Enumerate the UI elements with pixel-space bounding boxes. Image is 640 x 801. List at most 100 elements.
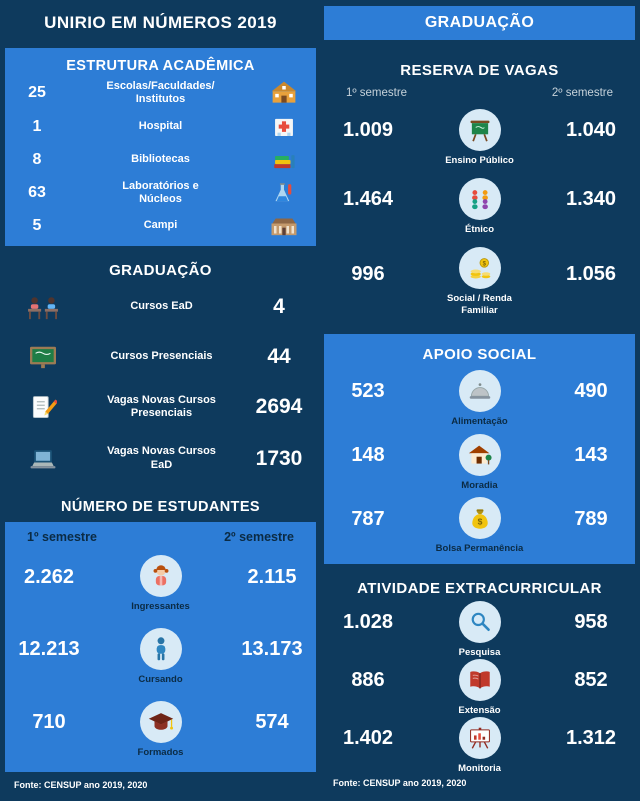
stat-value: 1730 (255, 446, 303, 470)
section-apoio-social: APOIO SOCIAL 523 Alimentação 490 148 (324, 334, 635, 564)
stat-label: Formados (137, 746, 184, 758)
semester-1-value: 1.464 (342, 188, 394, 211)
reserva-rows: 1.009 Ensino Público 1.040 1.464 Étnico (324, 99, 635, 328)
section-estrutura-academica: ESTRUTURA ACADÊMICA 25 Escolas/Faculdade… (5, 48, 316, 246)
stat-value: 63 (28, 183, 46, 201)
page-title: UNIRIO EM NÚMEROS 2019 (44, 13, 277, 32)
semester-2-value: 490 (574, 380, 608, 403)
left-column: UNIRIO EM NÚMEROS 2019 ESTRUTURA ACADÊMI… (5, 6, 316, 795)
graduation-cap-icon (148, 711, 174, 733)
student-icon (149, 563, 173, 589)
stat-row: 148 Moradia 143 (324, 433, 635, 492)
stat-label: Laboratórios e Núcleos (122, 179, 199, 205)
stat-row: 63 Laboratórios e Núcleos (11, 180, 310, 206)
house-icon (468, 443, 492, 467)
semester-1-label: 1º semestre (27, 530, 97, 544)
lab-flasks-icon (271, 180, 297, 206)
stat-value: 4 (273, 294, 285, 318)
stat-label: Alimentação (451, 415, 508, 427)
laptop-icon (27, 446, 59, 472)
semester-2-value: 1.340 (565, 188, 617, 211)
semester-1-value: 1.402 (342, 727, 394, 750)
public-school-board-icon (468, 118, 492, 142)
apoio-rows: 523 Alimentação 490 148 Moradia (324, 363, 635, 564)
stat-label: Extensão (458, 704, 501, 716)
semester-2-label: 2º semestre (551, 87, 613, 99)
presentation-board-icon (468, 726, 492, 750)
stat-row: 1.464 Étnico 1.340 (324, 177, 635, 236)
stat-label: Ingressantes (131, 601, 190, 613)
stat-row: 1.028 Pesquisa 958 (324, 601, 635, 659)
stat-row: Cursos EaD 4 (11, 293, 310, 321)
semester-2-value: 1.056 (565, 263, 617, 286)
hospital-icon (271, 114, 297, 140)
stat-label: Cursando (138, 674, 183, 686)
stat-row: 996 $ Social / Renda Familiar 1.056 (324, 246, 635, 317)
magnifier-icon (468, 610, 492, 634)
stat-label: Étnico (464, 223, 495, 235)
money-bag-icon: $ (468, 506, 492, 530)
semester-2-value: 1.312 (565, 727, 617, 750)
semester-1-value: 523 (351, 380, 385, 403)
semester-1-value: 996 (351, 263, 385, 286)
semester-2-label: 2º semestre (224, 530, 294, 544)
stat-row: Cursos Presenciais 44 (11, 344, 310, 370)
diverse-people-icon (468, 187, 492, 211)
stat-value: 2694 (255, 395, 303, 419)
stat-label: Cursos Presenciais (110, 350, 213, 363)
section-title: GRADUAÇÃO (109, 262, 212, 279)
atividade-rows: 1.028 Pesquisa 958 886 Extensão (324, 597, 635, 781)
right-column-title: GRADUAÇÃO (324, 6, 635, 40)
section-title: ESTRUTURA ACADÊMICA (66, 58, 255, 74)
notebook-pencil-icon (29, 393, 57, 421)
stat-label: Moradia (461, 479, 498, 491)
semester-headers: 1º semestre 2º semestre (324, 79, 635, 99)
stat-label: Bibliotecas (131, 153, 190, 166)
section-title: RESERVA DE VAGAS (400, 62, 559, 79)
semester-2-value: 13.173 (241, 638, 303, 661)
classroom-desks-icon (24, 293, 62, 321)
chalkboard-icon (28, 344, 58, 370)
semester-1-value: 886 (351, 669, 385, 692)
stat-label: Ensino Público (445, 154, 514, 166)
section-reserva-de-vagas: RESERVA DE VAGAS 1º semestre 2º semestre… (324, 48, 635, 328)
semester-1-value: 1.028 (342, 611, 394, 634)
source-note: Fonte: CENSUP ano 2019, 2020 (14, 780, 148, 790)
stat-row: 5 Campi (11, 213, 310, 239)
section-atividade-extracurricular: ATIVIDADE EXTRACURRICULAR 1.028 Pesquisa… (324, 570, 635, 774)
semester-2-value: 574 (255, 711, 289, 734)
stat-label: Vagas Novas Cursos EaD (107, 444, 216, 471)
stat-row: 523 Alimentação 490 (324, 369, 635, 428)
semester-1-value: 710 (32, 711, 66, 734)
semester-1-value: 148 (351, 443, 385, 466)
stat-row: 1.402 Monitoria 1.312 (324, 716, 635, 775)
stat-label: Social / Renda Familiar (447, 292, 512, 316)
source-note: Fonte: CENSUP ano 2019, 2020 (333, 778, 467, 788)
graduacao-rows: Cursos EaD 4 Cursos Presenciais 44 Vagas… (11, 281, 310, 484)
stat-value: 5 (32, 216, 42, 234)
stat-label: Pesquisa (458, 647, 501, 658)
section-title: NÚMERO DE ESTUDANTES (5, 492, 316, 522)
semester-1-value: 787 (351, 507, 385, 530)
estudantes-rows: 2.262 Ingressantes 2.115 12.213 Cursando (5, 544, 316, 772)
stat-value: 8 (32, 150, 42, 168)
stat-label: Escolas/Faculdades/ Institutos (106, 80, 215, 106)
stat-row: 886 Extensão 852 (324, 658, 635, 717)
semester-1-label: 1º semestre (346, 87, 408, 99)
school-icon (270, 79, 298, 107)
campus-building-icon (269, 213, 299, 239)
semester-1-value: 2.262 (23, 565, 75, 588)
stat-row: Vagas Novas Cursos EaD 1730 (11, 445, 310, 473)
stat-row: 8 Bibliotecas (11, 147, 310, 173)
estrutura-rows: 25 Escolas/Faculdades/ Institutos 1 Hosp… (11, 76, 310, 242)
walking-person-icon (150, 636, 172, 662)
semester-2-value: 789 (574, 507, 608, 530)
stat-value: 1 (32, 118, 42, 136)
stat-label: Campi (143, 219, 178, 232)
books-icon (271, 147, 297, 173)
stat-label: Monitoria (458, 762, 501, 774)
svg-text:$: $ (477, 517, 482, 527)
stat-label: Bolsa Permanência (435, 543, 524, 555)
open-book-icon (468, 669, 492, 691)
semester-2-value: 143 (574, 443, 608, 466)
